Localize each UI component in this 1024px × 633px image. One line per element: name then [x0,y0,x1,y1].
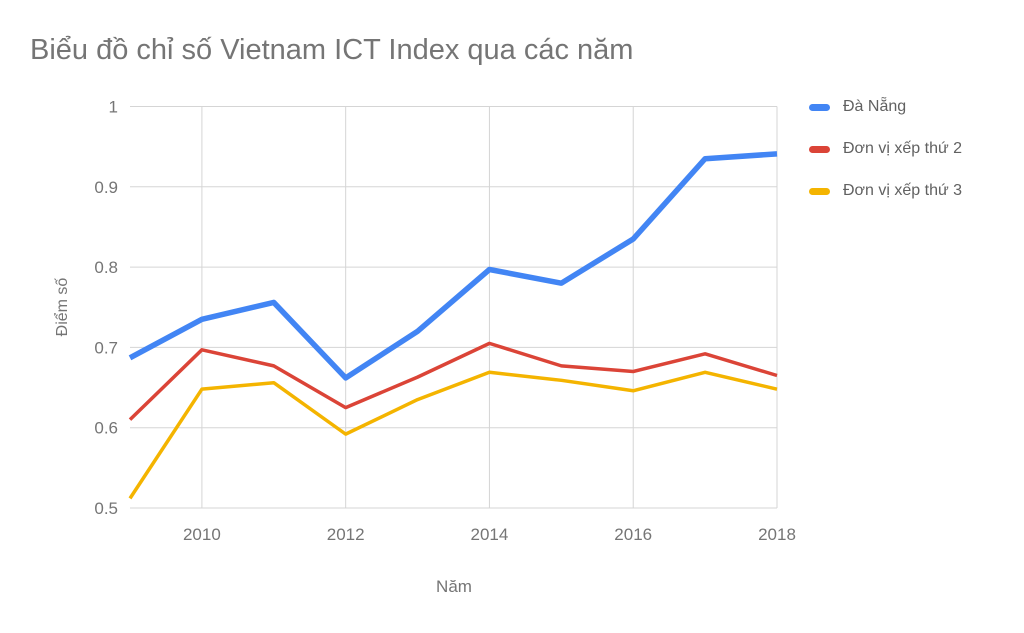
legend-label: Đơn vị xếp thứ 3 [843,182,963,199]
x-tick-label: 2014 [471,525,509,544]
x-tick-label: 2018 [758,525,796,544]
y-tick-label: 0.8 [94,258,118,277]
legend-label: Đơn vị xếp thứ 2 [843,140,963,157]
y-tick-label: 0.7 [94,338,118,357]
y-tick-label: 1 [109,98,118,117]
series-line-1 [128,151,778,381]
legend-item[interactable]: Đơn vị xếp thứ 3 [809,170,962,212]
x-axis-title: Năm [436,577,472,596]
x-tick-label: 2012 [327,525,365,544]
legend-item[interactable]: Đơn vị xếp thứ 2 [809,128,962,170]
series-line-3 [128,370,778,500]
chart-title: Biểu đồ chỉ số Vietnam ICT Index qua các… [30,34,634,66]
y-axis-title: Điểm số [54,277,71,337]
x-tick-label: 2016 [614,525,652,544]
y-tick-label: 0.6 [94,419,118,438]
x-tick-label: 2010 [183,525,221,544]
y-tick-label: 0.9 [94,178,118,197]
legend-item[interactable]: Đà Nẵng [809,86,962,128]
legend: Đà Nẵng Đơn vị xếp thứ 2 Đơn vị xếp thứ 3 [809,86,962,212]
series-line-2 [128,341,778,421]
legend-swatch-icon [809,187,830,195]
y-tick-label: 0.5 [94,499,118,518]
legend-swatch-icon [809,145,830,153]
legend-label: Đà Nẵng [843,98,907,115]
legend-swatch-icon [809,103,830,111]
